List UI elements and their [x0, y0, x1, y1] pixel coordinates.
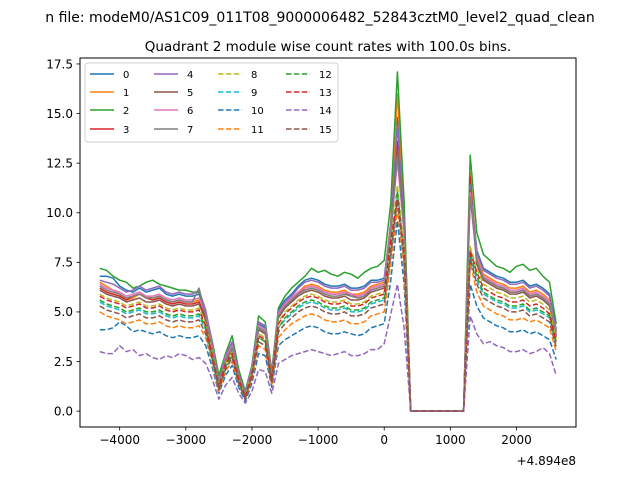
x-axis-offset-label: +4.894e8 — [517, 454, 576, 468]
y-axis: 0.0 2.5 5.0 7.5 10.0 12.5 15.0 17.5 — [46, 57, 80, 418]
legend-label-14: 14 — [319, 106, 332, 117]
legend-label-2: 2 — [123, 106, 129, 117]
series-line-8 — [99, 184, 557, 412]
x-tick-label: 0 — [380, 433, 388, 447]
legend-label-15: 15 — [319, 125, 332, 136]
legend-label-3: 3 — [123, 125, 129, 136]
series-line-9 — [99, 194, 557, 412]
legend-box — [84, 62, 339, 143]
series-line-13 — [99, 198, 557, 412]
y-tick-label: 15.0 — [46, 107, 73, 121]
x-tick-label: 2000 — [501, 433, 532, 447]
x-axis: −4000 −3000 −2000 −1000 0 1000 2000 — [99, 427, 532, 447]
series-line-7 — [99, 154, 557, 412]
legend-label-1: 1 — [123, 88, 129, 99]
legend-label-12: 12 — [319, 70, 332, 81]
legend-label-10: 10 — [251, 106, 264, 117]
legend-label-9: 9 — [251, 88, 257, 99]
legend-label-6: 6 — [187, 106, 193, 117]
legend-label-13: 13 — [319, 88, 332, 99]
series-line-15 — [99, 200, 557, 412]
series-line-11 — [99, 208, 557, 412]
legend-label-8: 8 — [251, 70, 257, 81]
series-line-0 — [99, 116, 557, 412]
y-tick-label: 2.5 — [54, 355, 73, 369]
x-tick-label: −2000 — [232, 433, 273, 447]
x-tick-label: −3000 — [166, 433, 207, 447]
plot-area: −4000 −3000 −2000 −1000 0 1000 2000 0.0 2.5 5.0 7… — [46, 57, 577, 468]
legend-label-4: 4 — [187, 70, 193, 81]
series-line-4 — [99, 124, 557, 412]
legend-label-11: 11 — [251, 125, 264, 136]
axes-frame — [79, 57, 577, 428]
legend-label-5: 5 — [187, 88, 193, 99]
series-layer — [99, 71, 557, 412]
legend-label-0: 0 — [123, 70, 129, 81]
series-line-14 — [99, 283, 557, 412]
series-line-2 — [99, 71, 557, 412]
y-tick-label: 5.0 — [54, 305, 73, 319]
figure-suptitle: n file: modeM0/AS1C09_011T08_9000006482_… — [45, 10, 594, 26]
y-tick-label: 10.0 — [46, 206, 73, 220]
series-line-10 — [99, 219, 557, 412]
y-tick-label: 12.5 — [46, 156, 73, 170]
series-line-12 — [99, 190, 557, 412]
x-tick-label: 1000 — [435, 433, 466, 447]
y-tick-label: 17.5 — [46, 57, 73, 71]
y-tick-label: 0.0 — [54, 404, 73, 418]
x-tick-label: −1000 — [298, 433, 339, 447]
legend-label-7: 7 — [187, 125, 193, 136]
x-tick-label: −4000 — [99, 433, 140, 447]
y-tick-label: 7.5 — [54, 256, 73, 270]
chart-title: Quadrant 2 module wise count rates with … — [145, 39, 511, 55]
series-line-5 — [99, 148, 557, 412]
